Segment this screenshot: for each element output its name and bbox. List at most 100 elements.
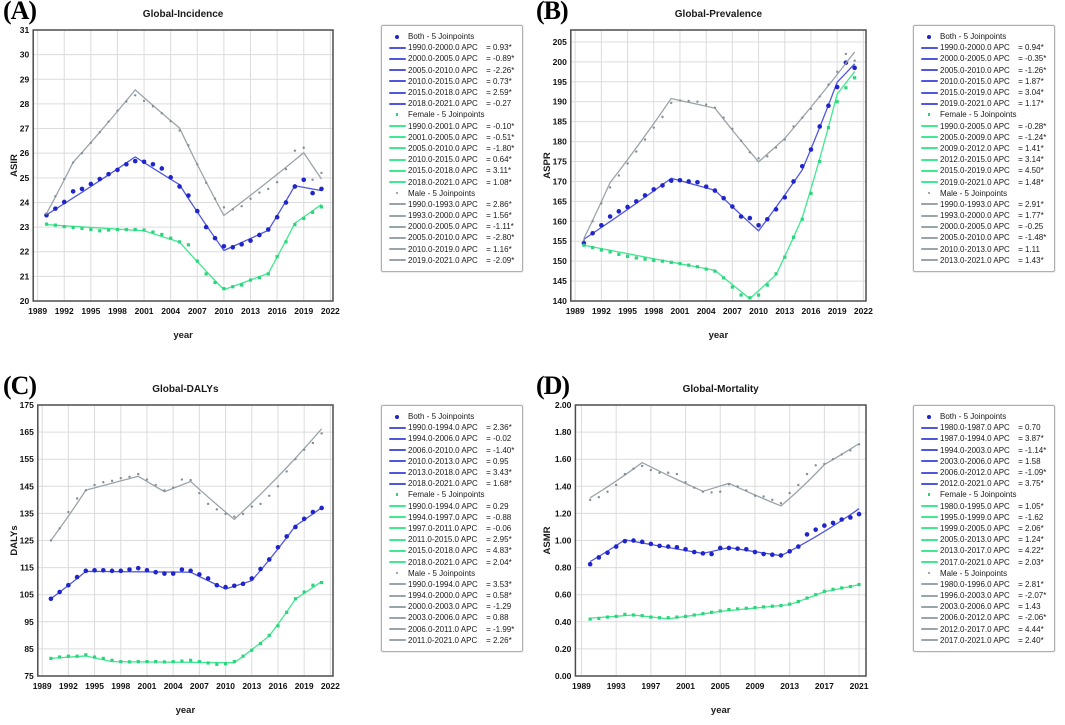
fit-line-both (46, 156, 322, 252)
data-point-both (170, 571, 176, 576)
legend-apc-equals: = (486, 99, 491, 109)
data-point-female (809, 191, 813, 195)
legend-apc-equals: = (486, 43, 491, 53)
data-point-female (49, 656, 53, 660)
legend-apc-value: 1.68* (493, 479, 512, 489)
legend-series-name: Female - 5 Joinpoints (940, 490, 1017, 500)
legend-apc-value: -1.99* (493, 624, 515, 634)
legend-apc-range: 2001.0-2005.0 APC (408, 132, 478, 142)
legend-series-name: Male - 5 Joinpoints (940, 568, 1008, 578)
data-point-male (293, 149, 297, 152)
legend-line-swatch (918, 248, 940, 251)
data-point-both (109, 568, 115, 574)
data-point-male (809, 107, 813, 111)
legend-apc-equals: = (486, 546, 491, 556)
legend-series-name: Both - 5 Joinpoints (940, 412, 1007, 422)
data-point-male (693, 486, 696, 489)
data-point-female (266, 272, 270, 276)
x-tick-label: 1989 (566, 306, 585, 316)
data-point-both (275, 544, 281, 550)
legend-apc-value: -1.62 (1025, 512, 1044, 522)
legend-marker-icon (918, 493, 940, 497)
data-point-both (605, 550, 610, 555)
data-point-female (145, 660, 149, 664)
data-point-male (125, 100, 128, 103)
data-point-female (189, 658, 193, 662)
legend-apc-equals: = (486, 423, 491, 433)
data-point-both (677, 177, 683, 183)
x-tick-label: 2013 (242, 681, 261, 691)
legend-line-swatch (386, 214, 408, 217)
data-point-female (774, 272, 778, 276)
legend-apc-value: 0.64* (493, 155, 512, 165)
fit-line-male (50, 428, 323, 541)
legend-apc-range: 1987.0-1994.0 APC (940, 434, 1010, 444)
legend-apc-value: 0.95 (493, 456, 509, 466)
data-point-male (160, 112, 164, 115)
data-point-male (75, 497, 79, 500)
x-tick-label: 2013 (241, 306, 260, 316)
legend-apc-range: 1990.0-1993.0 APC (408, 199, 478, 209)
data-point-female (320, 580, 324, 585)
legend-line-swatch (918, 136, 940, 139)
legend-apc-range: 2012.0-2015.0 APC (940, 155, 1010, 165)
legend-apc-equals: = (1018, 445, 1023, 455)
legend-line-swatch (918, 471, 940, 474)
data-point-both (738, 214, 744, 219)
y-tick-label: 155 (20, 454, 34, 464)
legend-apc-row: 1980.0-1996.0 APC = 2.81* (918, 579, 1051, 590)
data-point-both (782, 195, 788, 200)
data-point-both (239, 242, 244, 247)
legend-apc-value: -1.80* (493, 143, 515, 153)
data-point-male (204, 181, 208, 184)
legend-apc-equals: = (486, 121, 491, 131)
data-point-female (180, 659, 184, 663)
plot-border (32, 29, 334, 302)
data-point-both (674, 544, 680, 550)
legend-dalys: Both - 5 Joinpoints 1990.0-1994.0 APC = 2.3… (381, 405, 523, 652)
data-point-male (805, 472, 809, 476)
legend-apc-row: 2003.0-2006.0 APC = 0.88 (386, 612, 519, 623)
legend-apc-range: 2019.0-2021.0 APC (940, 177, 1010, 187)
data-point-female (818, 159, 822, 164)
legend-apc-range: 2011.0-2021.0 APC (408, 635, 478, 645)
legend-apc-row: 2010.0-2015.0 APC = 0.64* (386, 154, 519, 165)
data-point-both (124, 161, 129, 167)
legend-apc-value: 2.36* (493, 423, 512, 433)
y-tick-label: 1.20 (555, 508, 572, 518)
data-point-male (675, 472, 679, 476)
y-tick-label: 20 (20, 296, 30, 306)
y-tick-label: 26 (20, 148, 30, 158)
legend-apc-row: 2018.0-2021.0 APC = 1.68* (386, 478, 519, 489)
legend-series-header: Female - 5 Joinpoints (386, 109, 519, 120)
data-point-male (54, 195, 57, 198)
legend-apc-value: -1.26* (1025, 65, 1047, 75)
legend-apc-range: 2015.0-2019.0 APC (940, 88, 1010, 98)
legend-apc-range: 2017.0-2021.0 APC (940, 635, 1010, 645)
data-point-female (58, 655, 62, 659)
data-point-male (93, 483, 96, 487)
data-point-male (49, 539, 53, 542)
legend-line-swatch (386, 449, 408, 452)
legend-apc-row: 2005.0-2010.0 APC = -2.26* (386, 65, 519, 76)
data-point-female (835, 100, 839, 104)
data-point-both (48, 596, 54, 602)
legend-apc-row: 2000.0-2005.0 APC = -0.35* (918, 53, 1051, 64)
data-point-female (213, 280, 217, 285)
x-tick-label: 2009 (746, 681, 765, 691)
legend-apc-range: 2000.0-2003.0 APC (408, 602, 478, 612)
legend-apc-value: 1.16* (493, 244, 512, 254)
data-point-both (668, 178, 674, 183)
data-point-both (756, 222, 761, 228)
data-point-both (721, 195, 726, 201)
legend-series-name: Male - 5 Joinpoints (408, 188, 476, 198)
legend-apc-range: 2005.0-2013.0 APC (940, 535, 1010, 545)
x-tick-label: 2019 (295, 681, 314, 691)
data-point-female (599, 248, 603, 252)
legend-series-header: Female - 5 Joinpoints (386, 489, 519, 500)
chart-svg-B: Global-Prevalence 1989 1992 1995 1998 2001 200… (542, 9, 873, 341)
legend-apc-range: 1980.0-1996.0 APC (940, 579, 1010, 589)
legend-apc-row: 2010.0-2013.0 APC = 0.95 (386, 456, 519, 467)
panel-c: (C) Global-DALYs 1989 1992 1995 1998 2001 2004… (0, 363, 533, 725)
legend-line-swatch (918, 460, 940, 463)
